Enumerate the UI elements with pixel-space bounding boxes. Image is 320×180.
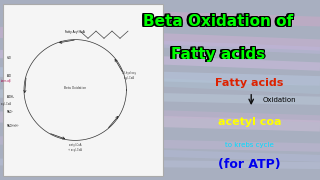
Text: Fatty acids: Fatty acids [169, 46, 263, 62]
Text: Fatty acids: Fatty acids [171, 47, 265, 62]
Text: to krebs cycle: to krebs cycle [225, 142, 274, 148]
Text: H₂O: H₂O [6, 56, 11, 60]
Text: Fatty acids: Fatty acids [171, 46, 265, 62]
Text: Fatty acids: Fatty acids [215, 78, 284, 88]
Text: Beta Oxidation of: Beta Oxidation of [141, 13, 292, 28]
Text: Beta Oxidation of: Beta Oxidation of [142, 15, 293, 30]
Text: Fatty acids: Fatty acids [169, 46, 263, 61]
Text: L-3-hydroxy
acyl-CoA: L-3-hydroxy acyl-CoA [122, 71, 137, 80]
Text: NADH+H⁺: NADH+H⁺ [6, 124, 19, 128]
Text: Beta Oxidation of: Beta Oxidation of [144, 13, 294, 28]
Text: FAD: FAD [6, 74, 11, 78]
Bar [3, 4, 163, 176]
Text: Oxidation: Oxidation [262, 97, 296, 103]
Text: (for ATP): (for ATP) [218, 158, 281, 171]
Text: Beta Oxidation of: Beta Oxidation of [142, 14, 293, 29]
Text: Fatty acids: Fatty acids [172, 46, 266, 61]
Text: acetyl-CoA
+ acyl-CoA: acetyl-CoA + acyl-CoA [68, 143, 82, 152]
Text: NAD⁺: NAD⁺ [6, 110, 13, 114]
Text: Fatty acids: Fatty acids [169, 47, 263, 62]
Text: Beta Oxidation of: Beta Oxidation of [144, 14, 294, 29]
Text: Beta Oxidation of: Beta Oxidation of [141, 14, 292, 29]
Text: FADH₂: FADH₂ [6, 95, 14, 99]
Text: Beta Oxidation of: Beta Oxidation of [141, 15, 292, 30]
Text: Beta Oxidation: Beta Oxidation [64, 86, 86, 90]
Text: Fatty acids: Fatty acids [171, 46, 265, 61]
Text: acyl-CoA: acyl-CoA [1, 102, 12, 106]
Text: Fatty acids: Fatty acids [172, 46, 266, 62]
Text: acetyl coa: acetyl coa [218, 117, 281, 127]
Text: Fatty Acyl-CoA: Fatty Acyl-CoA [65, 30, 85, 34]
Text: Beta Oxidation of: Beta Oxidation of [142, 13, 293, 28]
Text: Fatty acids: Fatty acids [172, 47, 266, 62]
Text: Beta Oxidation of: Beta Oxidation of [144, 15, 294, 30]
Text: trans-αβ: trans-αβ [1, 79, 12, 83]
